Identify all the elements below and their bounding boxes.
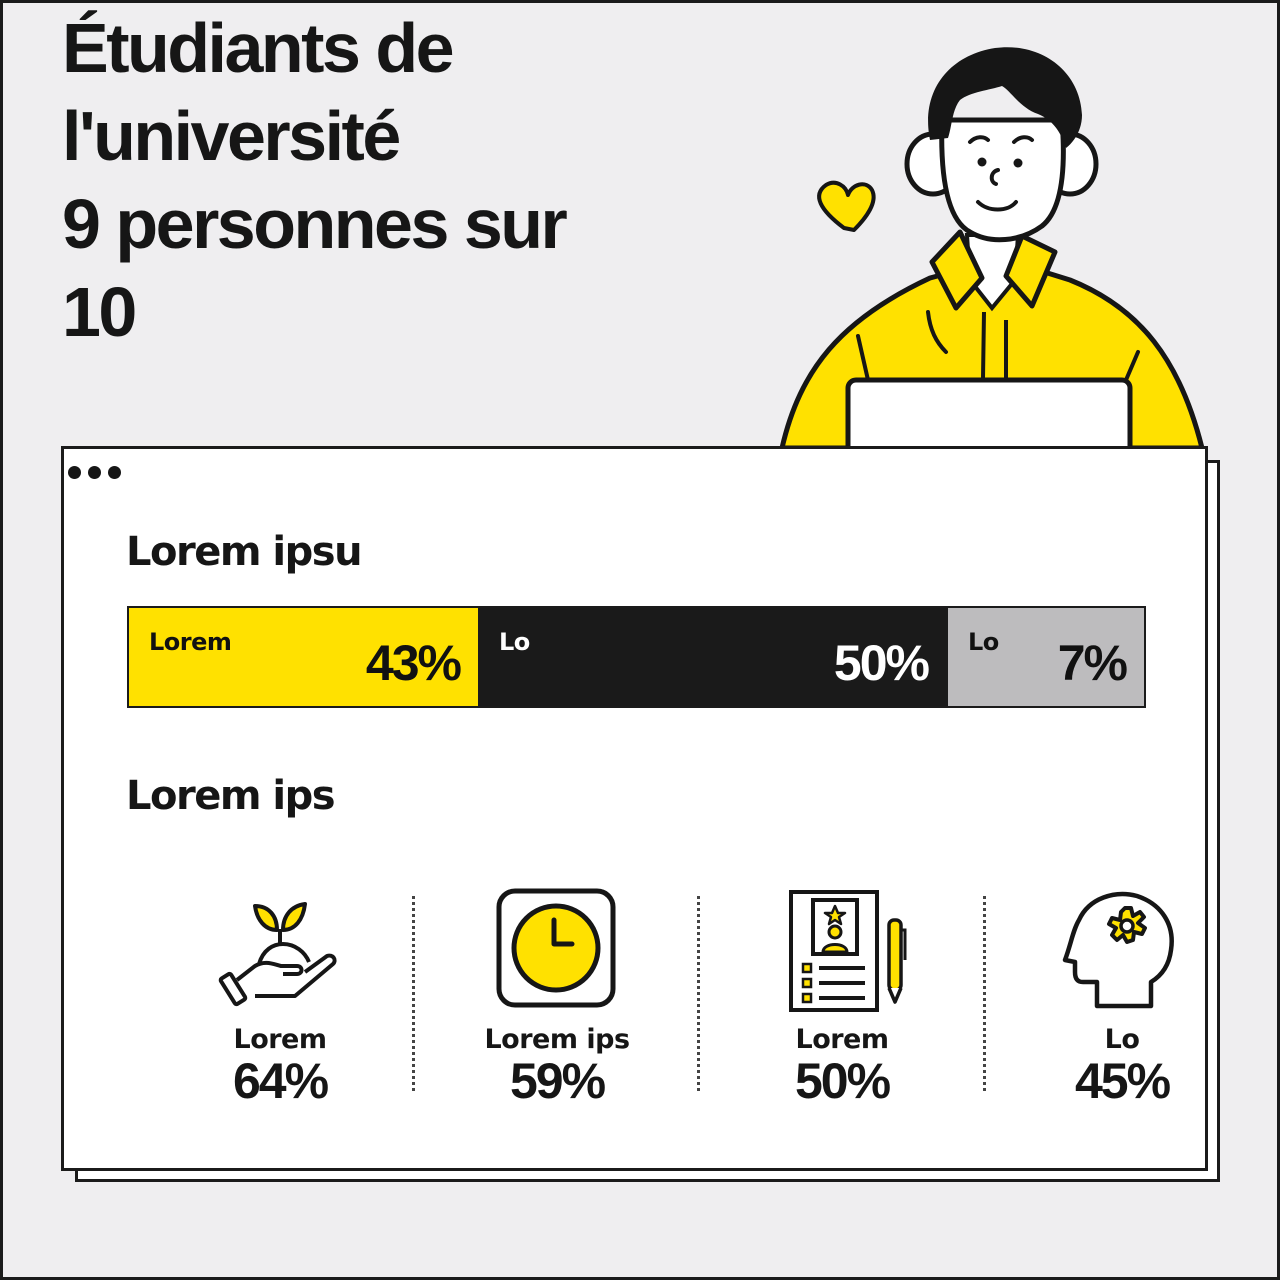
title-line-1: Étudiants de xyxy=(62,9,455,87)
title-line-2: l'université xyxy=(62,97,401,175)
dot-icon xyxy=(68,466,81,479)
stacked-bar: Lorem 43% Lo 50% Lo 7% xyxy=(127,606,1146,708)
segment-label: Lorem xyxy=(149,628,232,656)
title-line-3: 9 personnes sur xyxy=(62,185,568,263)
stat-label: Lorem xyxy=(233,1024,327,1055)
stat-item: Lorem 64% xyxy=(170,884,390,1109)
dotted-divider xyxy=(697,896,700,1091)
segment-value: 7% xyxy=(1057,635,1128,691)
bar-segment-2: Lo 50% xyxy=(479,608,946,706)
section-title-distribution: Lorem ipsu xyxy=(126,529,363,575)
dotted-divider xyxy=(412,896,415,1091)
stat-value: 64% xyxy=(232,1053,329,1109)
stat-value: 59% xyxy=(509,1053,606,1109)
clock-icon xyxy=(496,888,616,1008)
stat-value: 50% xyxy=(794,1053,891,1109)
segment-label: Lo xyxy=(499,628,530,656)
segment-value: 50% xyxy=(833,635,930,691)
stat-label: Lorem xyxy=(795,1024,889,1055)
bar-segment-3: Lo 7% xyxy=(946,608,1144,706)
stat-label: Lorem ips xyxy=(484,1024,630,1055)
window-dots xyxy=(68,466,121,479)
page-title: Étudiants de l'université 9 personnes su… xyxy=(62,4,722,356)
segment-value: 43% xyxy=(365,635,462,691)
stat-item: Lorem 50% xyxy=(732,884,952,1109)
student-illustration xyxy=(779,47,1205,460)
heart-icon xyxy=(817,180,876,232)
dotted-divider xyxy=(983,896,986,1091)
section-title-stats: Lorem ips xyxy=(126,773,336,819)
hand-plant-icon xyxy=(218,902,337,1007)
stat-label: Lo xyxy=(1104,1024,1140,1055)
resume-document-icon xyxy=(789,890,907,1012)
dot-icon xyxy=(88,466,101,479)
stats-card: Lorem ipsu Lorem 43% Lo 50% Lo 7% Lorem … xyxy=(61,446,1208,1171)
dot-icon xyxy=(108,466,121,479)
stats-row: Lorem 64% Lorem ips 59% xyxy=(127,884,1174,1114)
stat-item: Lo 45% xyxy=(1012,884,1232,1109)
stat-value: 45% xyxy=(1074,1053,1171,1109)
bar-segment-1: Lorem 43% xyxy=(129,608,479,706)
segment-label: Lo xyxy=(968,628,999,656)
head-gear-icon xyxy=(1062,891,1174,1009)
title-line-4: 10 xyxy=(62,273,137,351)
stat-item: Lorem ips 59% xyxy=(447,884,667,1109)
